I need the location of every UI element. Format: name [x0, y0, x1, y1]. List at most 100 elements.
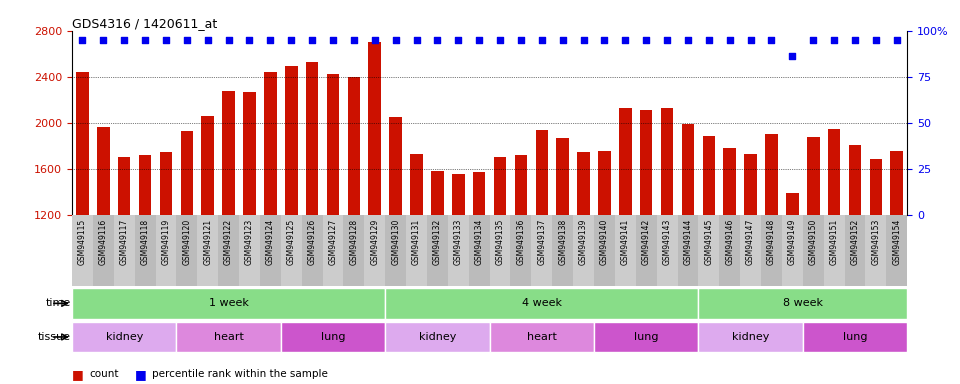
Bar — [782, 215, 803, 286]
Point — [827, 37, 842, 43]
Point — [450, 37, 466, 43]
Text: GSM949130: GSM949130 — [391, 218, 400, 265]
Point — [75, 37, 90, 43]
Text: 8 week: 8 week — [782, 298, 823, 308]
Bar — [180, 131, 193, 215]
Bar — [452, 174, 465, 215]
Text: GSM949142: GSM949142 — [641, 218, 651, 265]
Bar — [807, 137, 820, 215]
Text: GSM949128: GSM949128 — [349, 218, 358, 265]
Bar — [703, 136, 715, 215]
Text: 4 week: 4 week — [522, 298, 562, 308]
Point — [848, 37, 863, 43]
Bar — [678, 215, 698, 286]
Text: GSM949149: GSM949149 — [788, 218, 797, 265]
Bar — [765, 134, 778, 215]
Bar — [139, 155, 152, 215]
Bar — [280, 215, 301, 286]
Text: GSM949145: GSM949145 — [705, 218, 713, 265]
Bar — [97, 127, 109, 215]
Text: ■: ■ — [72, 368, 84, 381]
Text: GSM949121: GSM949121 — [204, 218, 212, 265]
Text: GSM949122: GSM949122 — [224, 218, 233, 265]
Point — [660, 37, 675, 43]
Point — [784, 53, 800, 59]
Text: GSM949119: GSM949119 — [161, 218, 171, 265]
Text: GSM949146: GSM949146 — [725, 218, 734, 265]
Bar — [744, 154, 756, 215]
Bar — [72, 288, 385, 319]
Bar — [536, 130, 548, 215]
Bar — [490, 322, 594, 352]
Text: kidney: kidney — [419, 332, 456, 342]
Bar — [803, 215, 824, 286]
Text: count: count — [89, 369, 119, 379]
Point — [722, 37, 737, 43]
Bar — [660, 108, 673, 215]
Bar — [698, 322, 803, 352]
Text: GSM949125: GSM949125 — [287, 218, 296, 265]
Bar — [619, 108, 632, 215]
Bar — [828, 129, 840, 215]
Bar — [682, 124, 694, 215]
Text: GSM949118: GSM949118 — [140, 218, 150, 265]
Text: GSM949135: GSM949135 — [495, 218, 505, 265]
Text: GSM949132: GSM949132 — [433, 218, 442, 265]
Text: kidney: kidney — [732, 332, 769, 342]
Text: GSM949138: GSM949138 — [558, 218, 567, 265]
Text: GSM949137: GSM949137 — [538, 218, 546, 265]
Point — [347, 37, 362, 43]
Bar — [348, 77, 360, 215]
Bar — [803, 322, 907, 352]
Text: kidney: kidney — [106, 332, 143, 342]
Bar — [239, 215, 260, 286]
Point — [534, 37, 549, 43]
Bar — [369, 42, 381, 215]
Bar — [202, 116, 214, 215]
Bar — [134, 215, 156, 286]
Bar — [285, 66, 298, 215]
Bar — [72, 322, 177, 352]
Point — [116, 37, 132, 43]
Point — [701, 37, 716, 43]
Text: heart: heart — [527, 332, 557, 342]
Point — [805, 37, 821, 43]
Bar — [557, 138, 569, 215]
Bar — [724, 148, 736, 215]
Text: GSM949124: GSM949124 — [266, 218, 275, 265]
Text: GSM949116: GSM949116 — [99, 218, 108, 265]
Bar — [468, 215, 490, 286]
Bar — [761, 215, 781, 286]
Text: lung: lung — [634, 332, 659, 342]
Bar — [531, 215, 552, 286]
Bar — [573, 215, 594, 286]
Bar — [197, 215, 218, 286]
Point — [764, 37, 780, 43]
Point — [617, 37, 633, 43]
Bar — [886, 215, 907, 286]
Text: heart: heart — [214, 332, 244, 342]
Text: tissue: tissue — [38, 332, 71, 342]
Text: GSM949120: GSM949120 — [182, 218, 191, 265]
Point — [576, 37, 591, 43]
Point — [200, 37, 215, 43]
Point — [743, 37, 758, 43]
Text: GSM949123: GSM949123 — [245, 218, 254, 265]
Bar — [243, 92, 255, 215]
Text: GSM949133: GSM949133 — [454, 218, 463, 265]
Bar — [870, 159, 882, 215]
Point — [242, 37, 257, 43]
Point — [555, 37, 570, 43]
Point — [471, 37, 487, 43]
Bar — [385, 288, 698, 319]
Text: GSM949147: GSM949147 — [746, 218, 756, 265]
Point — [96, 37, 111, 43]
Point — [158, 37, 174, 43]
Bar — [159, 152, 172, 215]
Bar — [511, 215, 532, 286]
Bar — [698, 288, 907, 319]
Point — [889, 37, 904, 43]
Text: GSM949139: GSM949139 — [579, 218, 588, 265]
Bar — [866, 215, 886, 286]
Bar — [218, 215, 239, 286]
